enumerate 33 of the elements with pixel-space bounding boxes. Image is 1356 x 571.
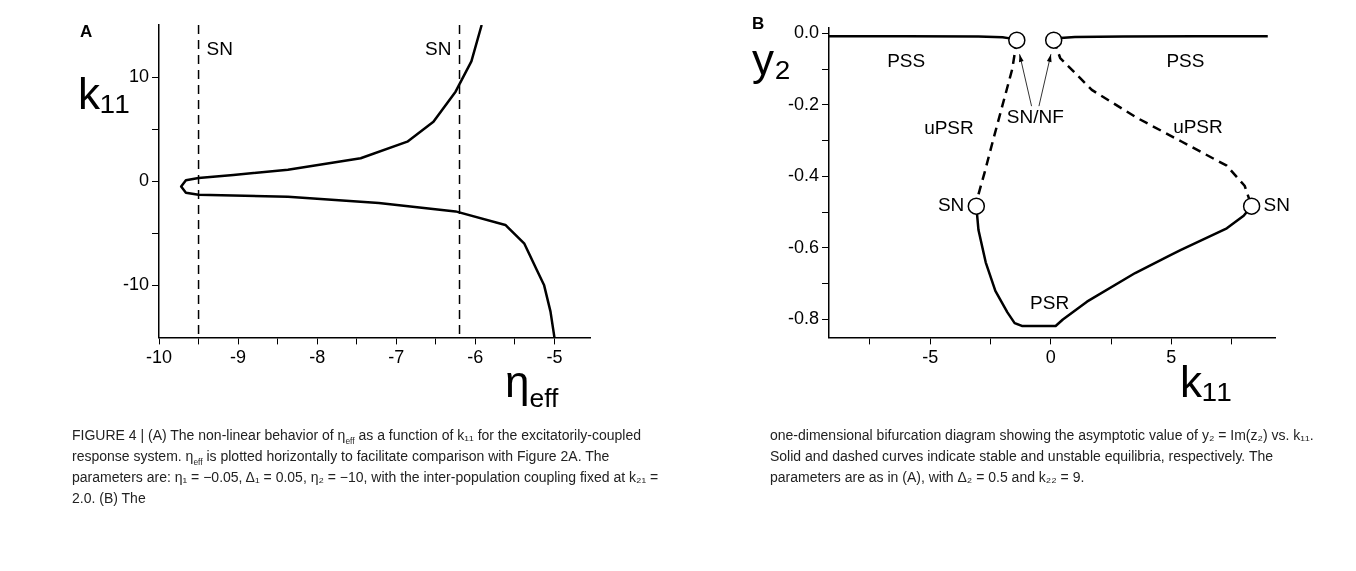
x-tick-label: 5 xyxy=(1166,347,1177,368)
series-label: PSS xyxy=(1166,50,1205,72)
series-label: PSS xyxy=(887,50,926,72)
y-tick-label: 0 xyxy=(139,170,150,191)
series-label: PSR xyxy=(1030,292,1070,314)
y-axis-title: k₁₁ xyxy=(78,69,130,118)
x-tick-label: -7 xyxy=(388,347,405,368)
x-axis-title: k₁₁ xyxy=(1180,357,1232,406)
y-tick-label: 10 xyxy=(128,66,150,87)
x-tick-label: -9 xyxy=(230,347,247,368)
x-tick-label: 0 xyxy=(1045,347,1056,368)
x-tick-label: -6 xyxy=(467,347,484,368)
chart-title: A xyxy=(80,22,93,42)
ref-line-label: SN xyxy=(425,38,452,60)
chart-title: B xyxy=(752,14,765,34)
series-label: SN xyxy=(937,194,965,216)
text: SN/NF xyxy=(1006,106,1064,128)
y-axis-title: y₂ xyxy=(752,35,792,84)
x-tick-label: -10 xyxy=(146,347,173,368)
y-tick-label: -0.6 xyxy=(787,236,820,257)
y-tick-label: -0.8 xyxy=(787,308,820,329)
x-tick-label: -8 xyxy=(309,347,326,368)
y-tick-label: -0.4 xyxy=(787,165,820,186)
text: SN xyxy=(1263,194,1291,216)
text: one-dimensional bifurcation diagram showing the asymptotic value of y₂ = Im(z₂) vs. k₁₁. Solid and dashed curves indicate stable and unstable equilibria, respectively. The parameters are as in (A), with Δ₂ = 0.5 and k₂₂ = 9. xyxy=(770,426,1315,487)
y-tick-label: -0.2 xyxy=(787,93,820,114)
series-label: uPSR xyxy=(1173,115,1223,137)
y-tick-label: -10 xyxy=(123,274,150,295)
y-tick-label: 0.0 xyxy=(793,22,820,43)
text: FIGURE 4 | (A) The non-linear behavior of η$_{eff}$ as a function of k₁₁ for the excitatorily-coupled response system. η$_{eff}$ is plotted horizontally to facilitate comparison with Figure 2A. The parameters are: η₁ = −0.05, Δ₁ = 0.05, η₂ = −10, with the inter-population coupling fixed at k₂₁ = 2.0. (B) The xyxy=(72,427,659,506)
series-label: uPSR xyxy=(924,116,974,138)
ref-line-label: SN xyxy=(206,38,233,60)
x-tick-label: -5 xyxy=(922,347,939,368)
